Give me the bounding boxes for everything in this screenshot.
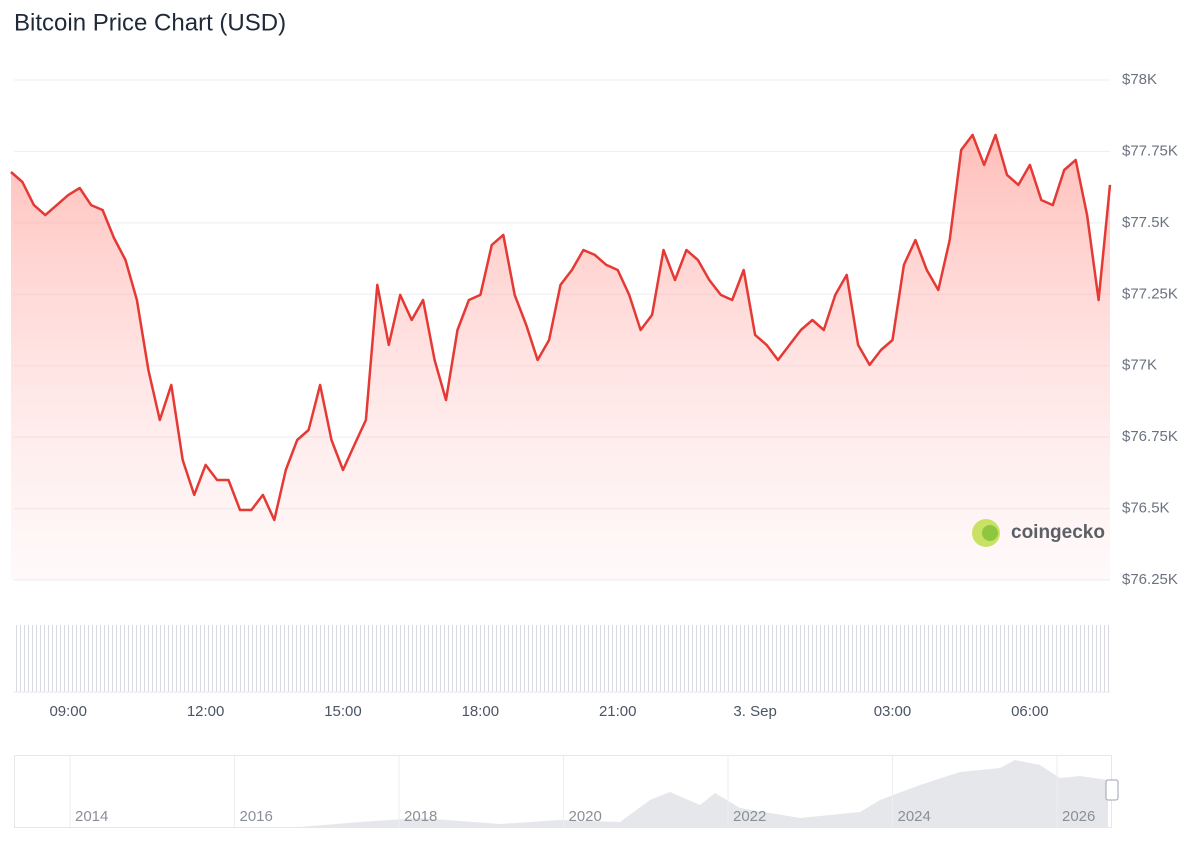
x-tick-label: 21:00 — [599, 703, 637, 720]
navigator-label: 2024 — [898, 808, 931, 825]
y-tick-label: $76.75K — [1122, 428, 1178, 445]
navigator-label: 2020 — [569, 808, 602, 825]
y-tick-label: $76.25K — [1122, 571, 1178, 588]
navigator: 2014 2016 2018 2020 2022 2024 2026 — [69, 756, 1095, 827]
plot — [10, 133, 1112, 580]
y-tick-label: $77K — [1122, 357, 1157, 374]
watermark: coingecko — [972, 519, 1105, 547]
navigator-label: 2026 — [1062, 808, 1095, 825]
x-tick-label: 06:00 — [1011, 703, 1049, 720]
x-tick-label: 12:00 — [187, 703, 225, 720]
watermark-logo-inner — [982, 525, 998, 541]
volume-bars — [14, 625, 1110, 692]
y-tick-label: $76.5K — [1122, 500, 1170, 517]
navigator-label: 2014 — [75, 808, 108, 825]
navigator-area — [15, 760, 1108, 827]
chart-title: Bitcoin Price Chart (USD) — [14, 9, 286, 36]
price-area — [11, 134, 1110, 580]
navigator-label: 2018 — [404, 808, 437, 825]
x-tick-label: 18:00 — [462, 703, 500, 720]
y-tick-label: $77.75K — [1122, 142, 1178, 159]
y-tick-label: $77.25K — [1122, 285, 1178, 302]
x-tick-label: 3. Sep — [733, 703, 776, 720]
navigator-label: 2016 — [240, 808, 273, 825]
navigator-label: 2022 — [733, 808, 766, 825]
navigator-handle[interactable] — [1105, 779, 1119, 801]
x-tick-label: 03:00 — [874, 703, 912, 720]
y-tick-label: $77.5K — [1122, 214, 1170, 231]
y-tick-label: $78K — [1122, 71, 1157, 88]
watermark-text: coingecko — [1011, 522, 1105, 543]
x-tick-label: 15:00 — [324, 703, 362, 720]
price-line — [10, 133, 1112, 522]
x-tick-label: 09:00 — [49, 703, 87, 720]
